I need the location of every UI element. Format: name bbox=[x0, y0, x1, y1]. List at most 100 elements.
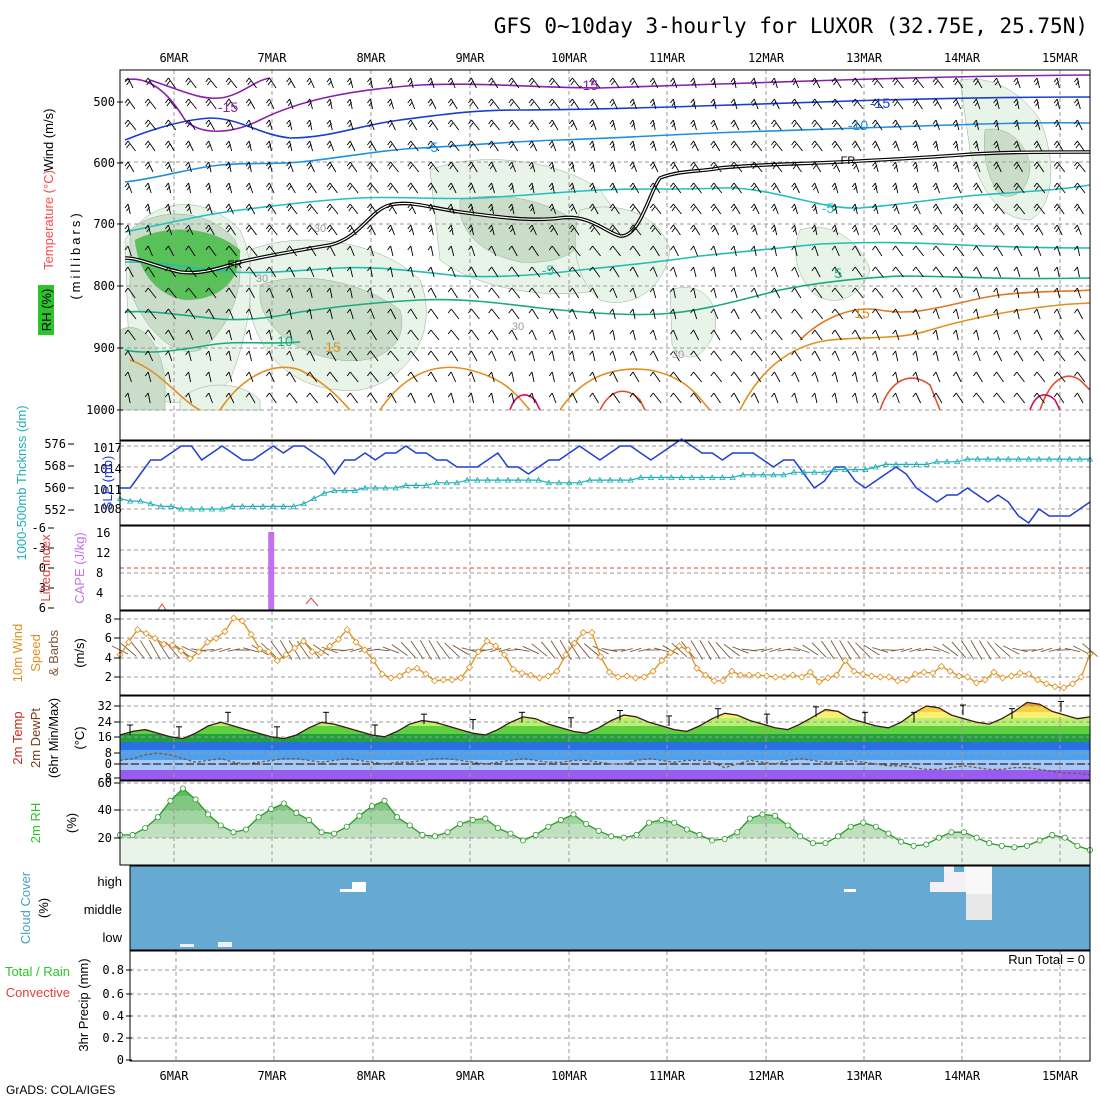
wind10-point bbox=[789, 671, 797, 679]
day-label-top: 8MAR bbox=[357, 51, 387, 65]
thickness-point bbox=[698, 474, 706, 480]
thickness-point bbox=[147, 500, 154, 507]
wind10-point bbox=[605, 668, 613, 676]
wind10-point bbox=[1060, 684, 1068, 692]
thickness-point bbox=[412, 482, 420, 488]
rh2m-point bbox=[872, 823, 879, 830]
axis-tick: 1017 bbox=[93, 441, 122, 455]
thickness-point bbox=[729, 474, 736, 480]
wind10-panel: 8 6 4 2 10m Wind Speed & Barbs (m/s) bbox=[10, 610, 1098, 696]
rh2m-point bbox=[419, 831, 426, 838]
thickness-point bbox=[453, 479, 461, 486]
axis-tick: 568 bbox=[44, 459, 66, 473]
contour-label: -15 bbox=[578, 77, 598, 93]
wind10-point bbox=[1007, 672, 1015, 680]
wind10-point bbox=[920, 668, 928, 676]
thickness-point bbox=[1035, 455, 1043, 462]
thickness-point bbox=[780, 471, 787, 478]
rh2m-point bbox=[356, 812, 363, 819]
rh2m-point bbox=[469, 816, 476, 823]
thickness-point bbox=[259, 503, 267, 509]
wind10-point bbox=[396, 672, 404, 680]
rh2m-point bbox=[532, 831, 539, 838]
rh2m-point bbox=[507, 830, 514, 837]
axis-tick: -6 bbox=[32, 521, 46, 535]
run-total-label: Run Total = 0 bbox=[1008, 952, 1085, 967]
rh2m-point bbox=[1061, 834, 1068, 841]
rh2m-point bbox=[280, 800, 287, 807]
top-day-labels: 6MAR 7MAR 8MAR 9MAR 10MAR 11MAR 12MAR 13MAR 14MA… bbox=[160, 51, 1079, 65]
thickness-point bbox=[494, 476, 501, 483]
temp2m-label-b: 2m DewPt bbox=[28, 708, 43, 768]
wind10-point bbox=[404, 666, 412, 674]
rh2m-point bbox=[721, 836, 728, 843]
thickness-point bbox=[606, 476, 614, 483]
thickness-point bbox=[984, 455, 992, 462]
thickness-point bbox=[269, 503, 277, 509]
wind10-point bbox=[195, 648, 203, 656]
rh2m-point bbox=[847, 823, 854, 830]
rh2m-point bbox=[129, 831, 136, 838]
wind10-point bbox=[833, 671, 841, 679]
wind10-point bbox=[422, 670, 430, 678]
wind10-point bbox=[946, 667, 954, 675]
thickness-point bbox=[647, 474, 655, 480]
wind10-point bbox=[509, 665, 517, 673]
thickness-point bbox=[709, 474, 716, 480]
wind10-point bbox=[492, 642, 500, 650]
thickness-point bbox=[208, 505, 216, 512]
rh2m-point bbox=[696, 831, 703, 838]
precip-label-a: Total / Rain bbox=[5, 964, 70, 979]
contour-label: 30 bbox=[512, 321, 524, 333]
cloud-panel: high middle low Cloud Cover (%) bbox=[18, 865, 1091, 951]
thickness-point bbox=[351, 487, 359, 494]
day-label-bottom: 15MAR bbox=[1042, 1069, 1079, 1083]
thickness-point bbox=[321, 489, 328, 496]
day-label-bottom: 8MAR bbox=[357, 1069, 387, 1083]
thickness-point bbox=[280, 503, 287, 509]
rh-shading bbox=[119, 78, 1052, 411]
rh2m-label: 2m RH bbox=[28, 803, 43, 843]
wind10-point bbox=[203, 638, 211, 646]
wind10-point bbox=[212, 634, 220, 642]
upper-pressure-label: (millibars) bbox=[68, 210, 83, 299]
axis-tick: 1000 bbox=[86, 403, 115, 417]
wind10-point bbox=[553, 667, 561, 675]
wind10-point bbox=[859, 670, 867, 678]
thickness-point bbox=[137, 497, 144, 504]
day-label-bottom: 12MAR bbox=[748, 1069, 785, 1083]
rh2m-point bbox=[910, 842, 917, 849]
wind10-point bbox=[990, 668, 998, 676]
wind10-point bbox=[1042, 680, 1050, 688]
rh2m-point bbox=[1011, 844, 1018, 851]
wind10-point bbox=[544, 672, 552, 680]
rh2m-point bbox=[205, 811, 212, 818]
upper-wind-label: Wind (m/s) bbox=[41, 109, 56, 172]
rh2m-point bbox=[1049, 831, 1056, 838]
thickness-point bbox=[831, 466, 838, 473]
axis-tick: 800 bbox=[93, 279, 115, 293]
wind10-point bbox=[1034, 676, 1042, 684]
rh-legend-swatch bbox=[38, 285, 54, 335]
thickness-point bbox=[719, 474, 726, 480]
wind10-point bbox=[413, 664, 421, 672]
rh2m-point bbox=[885, 830, 892, 837]
thickness-point bbox=[300, 500, 307, 507]
wind10-point bbox=[894, 677, 902, 685]
rh2m-point bbox=[570, 811, 577, 818]
dewpoint-series bbox=[119, 752, 1091, 776]
wind10-point bbox=[911, 670, 919, 678]
contour-label: 30 bbox=[256, 273, 268, 285]
contour-label: 30 bbox=[314, 223, 326, 235]
wind10-point bbox=[160, 640, 168, 648]
temp2m-label-a: 2m Temp bbox=[10, 711, 25, 764]
thickness-point bbox=[402, 482, 410, 488]
contour-label: 15 bbox=[854, 305, 870, 321]
thickness-point bbox=[770, 471, 777, 478]
day-label-bottom: 10MAR bbox=[551, 1069, 588, 1083]
wind10-point bbox=[247, 630, 255, 639]
cloud-patch bbox=[352, 882, 366, 892]
contour-label: FR bbox=[841, 155, 856, 167]
rh2m-point bbox=[293, 810, 300, 817]
thickness-point bbox=[198, 505, 205, 512]
